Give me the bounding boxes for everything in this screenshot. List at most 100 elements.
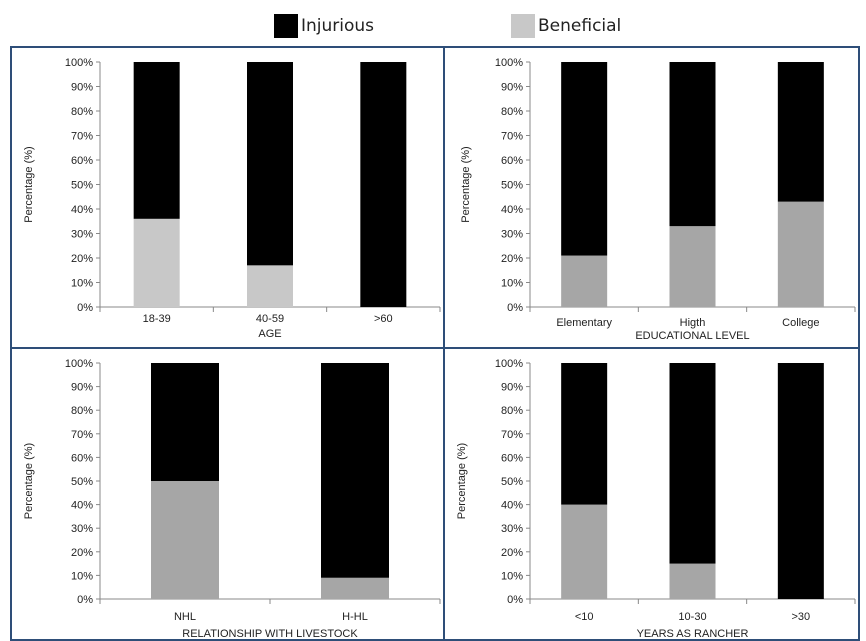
y-tick-label: 90%: [71, 82, 93, 94]
legend-item-injurious: Injurious: [274, 14, 374, 38]
legend-item-beneficial: Beneficial: [511, 14, 621, 38]
y-tick-label: 70%: [501, 131, 523, 143]
y-axis-title: Percentage (%): [23, 146, 35, 222]
x-tick-label: Elementary: [556, 317, 612, 329]
x-axis-title: YEARS AS RANCHER: [637, 628, 749, 639]
chart-relationship-with-livestock: 0% 10% 20% 30% 40% 50% 60% 70% 80% 90% 100% NHL H-HL…: [23, 358, 441, 639]
bar-injurious-h-hl: [321, 363, 389, 578]
y-tick-label: 60%: [71, 452, 93, 464]
y-tick-label: 20%: [71, 547, 93, 559]
x-tick-label: Higth: [680, 317, 706, 329]
y-tick-label: 0%: [507, 594, 523, 606]
bar-injurious-nhl: [151, 363, 219, 481]
y-tick-label: 70%: [71, 131, 93, 143]
panel-divider-horizontal: [10, 347, 860, 349]
y-tick-label: 0%: [77, 302, 93, 314]
y-tick-label: 90%: [501, 82, 523, 94]
bar-beneficial-college: [777, 201, 824, 307]
x-tick-label: >30: [791, 611, 810, 623]
y-tick-label: 20%: [71, 253, 93, 265]
y-tick-label: 100%: [495, 57, 523, 69]
y-tick-label: 40%: [71, 500, 93, 512]
x-tick-label: 10-30: [678, 611, 706, 623]
y-tick-label: 40%: [71, 204, 93, 216]
y-tick-label: 60%: [501, 155, 523, 167]
y-tick-label: 40%: [501, 500, 523, 512]
y-axis-title: Percentage (%): [460, 146, 472, 222]
x-axis-title: AGE: [258, 328, 281, 340]
legend-label-beneficial: Beneficial: [538, 16, 622, 36]
y-tick-label: 70%: [71, 429, 93, 441]
chart-legend: Injurious Beneficial: [0, 0, 866, 45]
bar-beneficial-40-59: [247, 265, 293, 307]
chart-age: 0% 10% 20% 30% 40% 50% 60% 70% 80% 90% 100% 18-39 40…: [23, 57, 441, 340]
legend-label-injurious: Injurious: [301, 16, 375, 36]
panel-years-as-rancher: 0% 10% 20% 30% 40% 50% 60% 70% 80% 90% 100% <10 10-3…: [445, 349, 858, 639]
bar-injurious-40-59: [247, 62, 293, 266]
y-axis-title: Percentage (%): [23, 443, 35, 519]
y-tick-label: 40%: [501, 204, 523, 216]
panel-divider-vertical: [443, 46, 445, 641]
y-tick-label: 20%: [501, 547, 523, 559]
legend-swatch-beneficial: [511, 14, 535, 38]
x-axis-title: EDUCATIONAL LEVEL: [635, 330, 749, 342]
x-tick-label: College: [782, 317, 819, 329]
panel-age: 0% 10% 20% 30% 40% 50% 60% 70% 80% 90% 100% 18-39 40…: [12, 48, 443, 347]
y-tick-label: 10%: [71, 278, 93, 290]
y-tick-label: 80%: [71, 405, 93, 417]
panel-educational-level: 0% 10% 20% 30% 40% 50% 60% 70% 80% 90% 100% Element…: [445, 48, 858, 347]
y-tick-label: 50%: [71, 476, 93, 488]
y-tick-label: 60%: [501, 452, 523, 464]
chart-years-as-rancher: 0% 10% 20% 30% 40% 50% 60% 70% 80% 90% 100% <10 10-3…: [456, 358, 856, 639]
y-tick-label: 50%: [501, 476, 523, 488]
bar-injurious-10: [561, 363, 608, 505]
x-tick-label: 40-59: [256, 313, 284, 325]
y-tick-label: 100%: [495, 358, 523, 370]
bar-beneficial-nhl: [151, 481, 219, 599]
bar-beneficial-h-hl: [321, 577, 389, 599]
y-tick-label: 50%: [501, 180, 523, 192]
y-tick-label: 30%: [71, 523, 93, 535]
y-axis-title: Percentage (%): [456, 443, 468, 519]
legend-swatch-injurious: [274, 14, 298, 38]
y-tick-label: 20%: [501, 253, 523, 265]
bar-beneficial-higth: [669, 226, 716, 307]
bar-injurious-college: [777, 62, 824, 202]
bar-beneficial-elementary: [561, 255, 608, 307]
bar-injurious-elementary: [561, 62, 608, 256]
chart-grid-frame: [10, 46, 860, 641]
y-tick-label: 50%: [71, 180, 93, 192]
x-tick-label: NHL: [174, 611, 196, 623]
y-tick-label: 30%: [501, 229, 523, 241]
panel-relationship-with-livestock: 0% 10% 20% 30% 40% 50% 60% 70% 80% 90% 100% NHL H-HL…: [12, 349, 443, 639]
x-axis-title: RELATIONSHIP WITH LIVESTOCK: [182, 628, 358, 639]
x-tick-label: 18-39: [143, 313, 171, 325]
x-tick-label: <10: [575, 611, 594, 623]
bar-injurious-higth: [669, 62, 716, 227]
y-tick-label: 30%: [71, 229, 93, 241]
y-tick-label: 90%: [71, 382, 93, 394]
y-tick-label: 100%: [65, 358, 93, 370]
y-tick-label: 30%: [501, 523, 523, 535]
y-tick-label: 10%: [71, 570, 93, 582]
bar-injurious-10-30: [669, 363, 716, 564]
x-tick-label: H-HL: [342, 611, 368, 623]
y-tick-label: 0%: [507, 302, 523, 314]
y-tick-label: 90%: [501, 382, 523, 394]
y-tick-label: 80%: [501, 405, 523, 417]
chart-educational-level: 0% 10% 20% 30% 40% 50% 60% 70% 80% 90% 100% Element…: [460, 57, 856, 342]
y-tick-label: 70%: [501, 429, 523, 441]
y-tick-label: 100%: [65, 57, 93, 69]
y-tick-label: 10%: [501, 278, 523, 290]
bar-injurious-18-39: [133, 62, 180, 219]
bar-injurious-30: [777, 363, 824, 599]
y-tick-label: 80%: [501, 106, 523, 118]
bar-beneficial-10: [561, 504, 608, 599]
y-tick-label: 60%: [71, 155, 93, 167]
y-tick-label: 0%: [77, 594, 93, 606]
bar-beneficial-18-39: [133, 218, 180, 307]
x-tick-label: >60: [374, 313, 393, 325]
y-tick-label: 10%: [501, 570, 523, 582]
bar-injurious-60: [360, 62, 407, 307]
bar-beneficial-10-30: [669, 563, 716, 599]
